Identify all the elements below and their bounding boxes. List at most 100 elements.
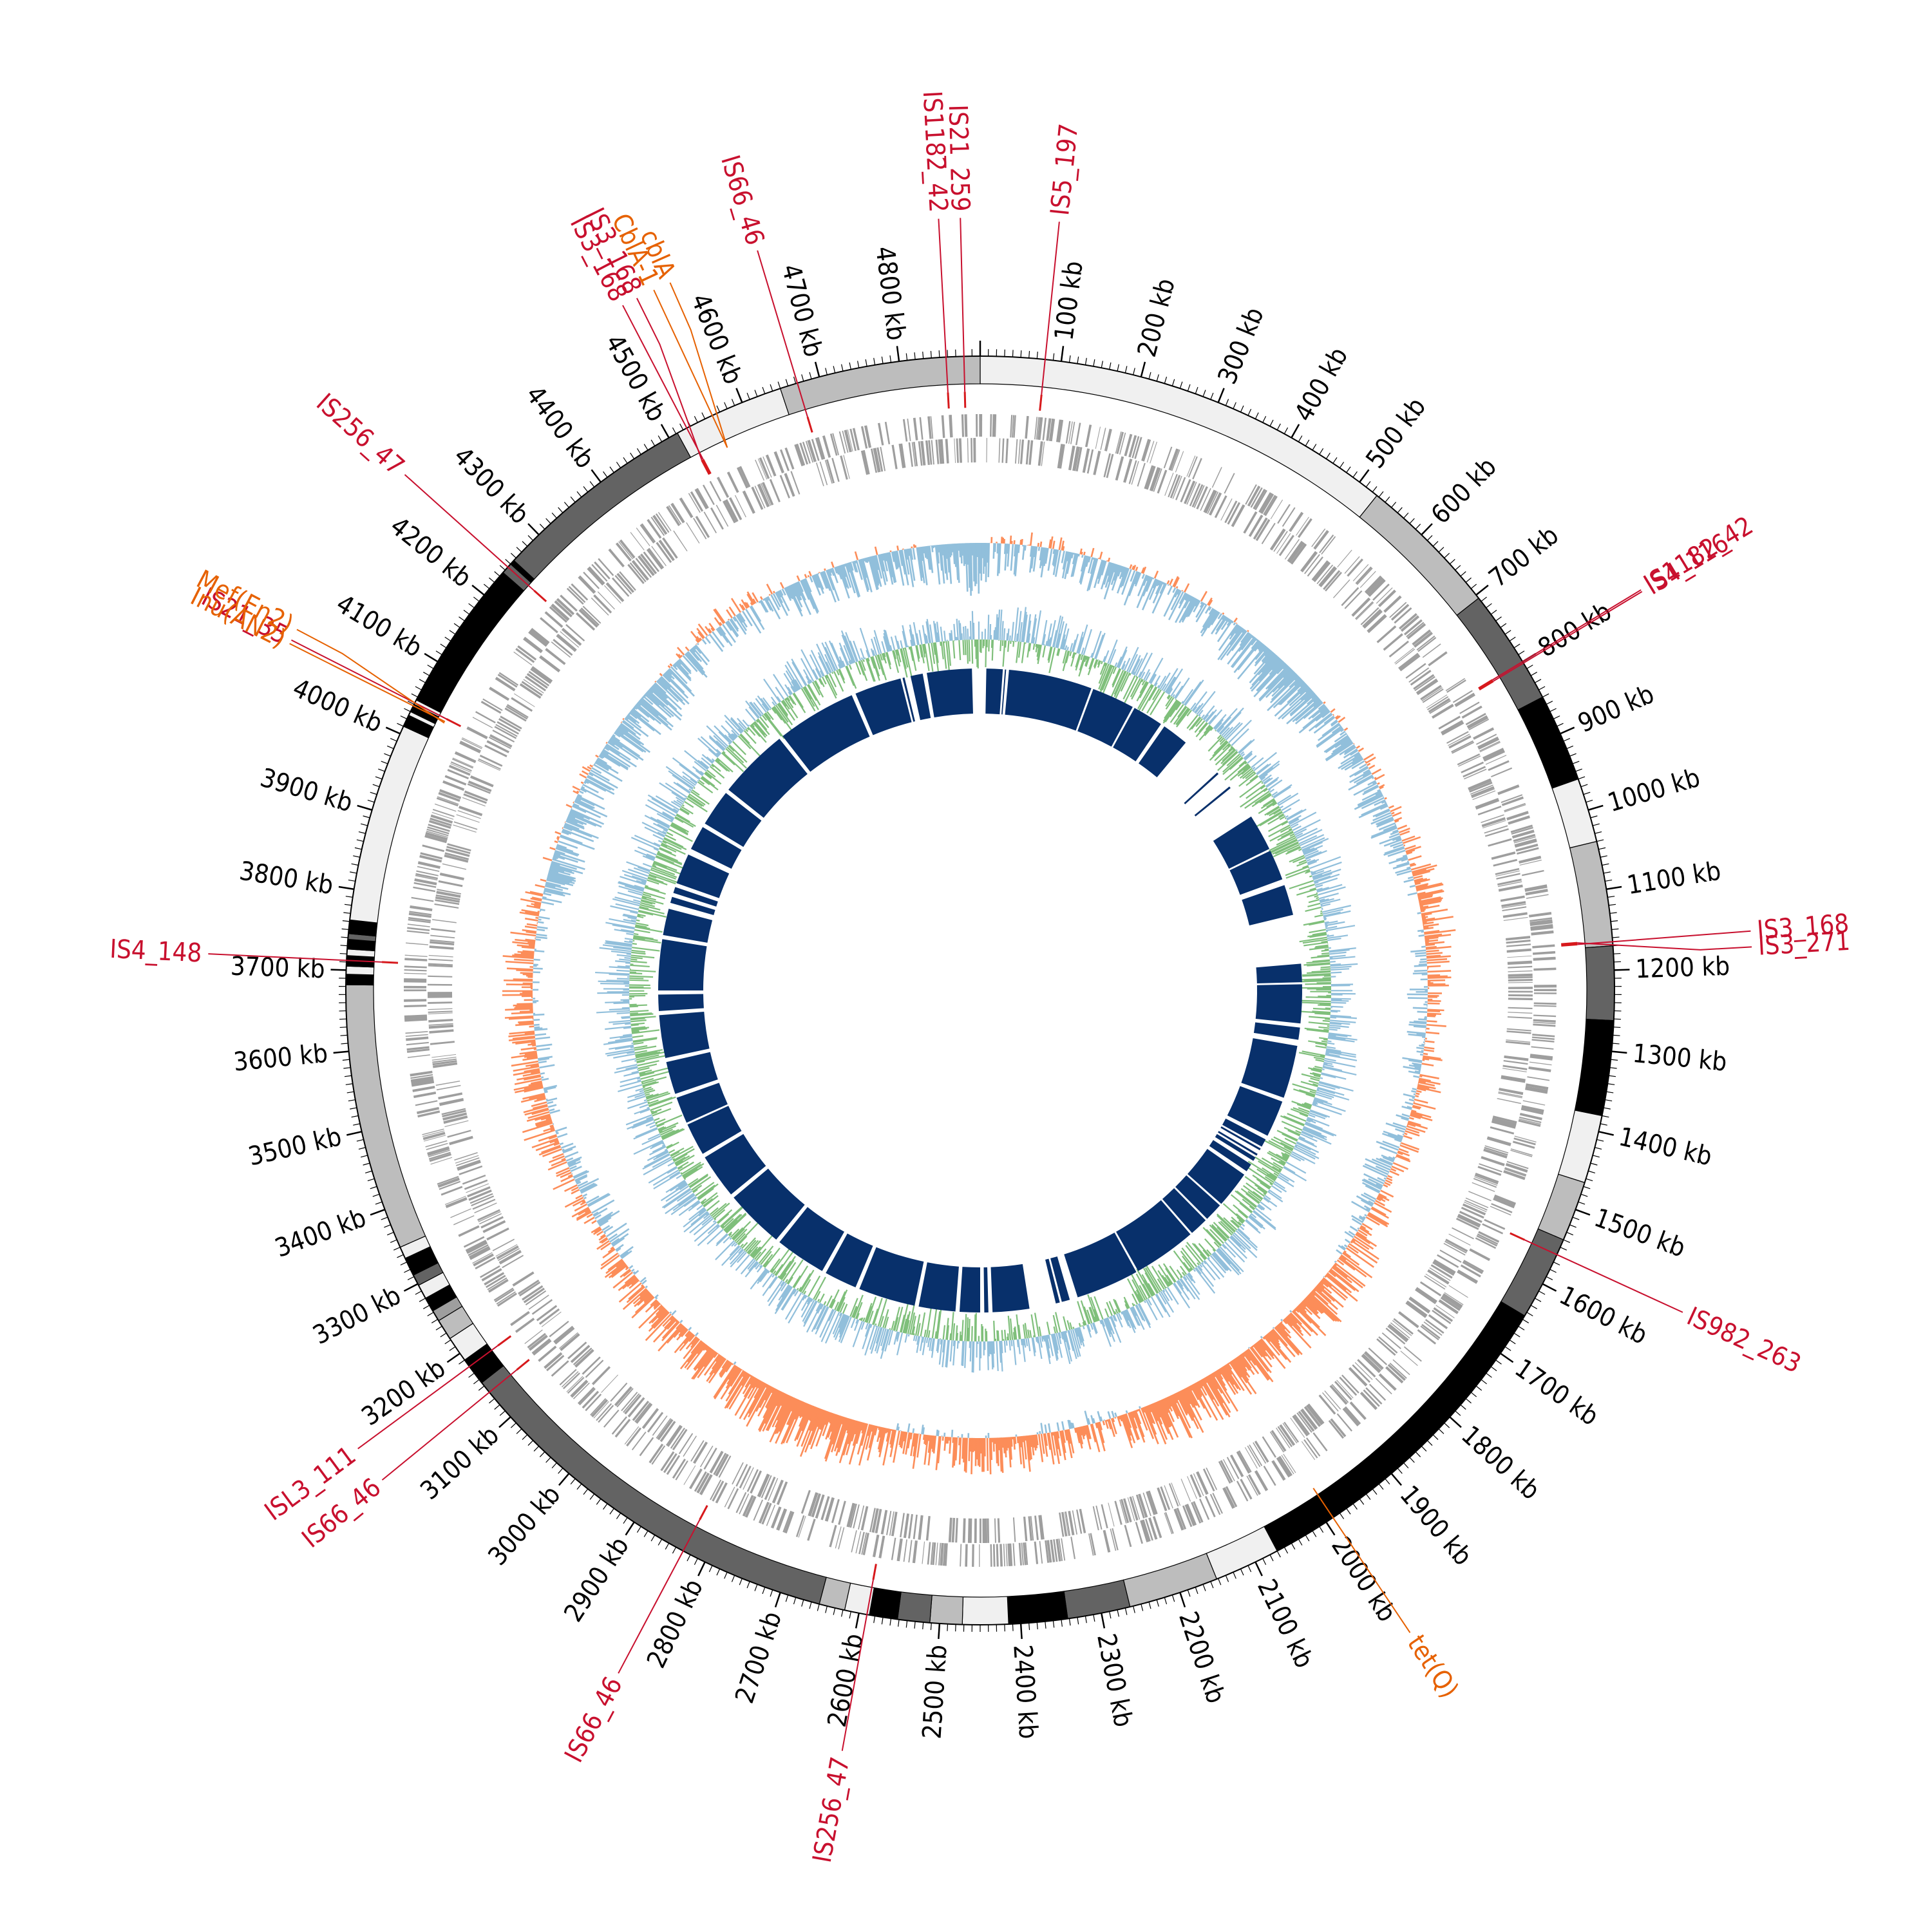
gene-feature (790, 471, 800, 495)
is-marker (497, 1335, 512, 1347)
gc-bar (1224, 761, 1247, 781)
gene-feature (1301, 1441, 1316, 1461)
skew-bar (1320, 1280, 1329, 1288)
skew-bar (516, 1074, 541, 1081)
gene-feature (410, 1070, 433, 1077)
skew-bar (577, 793, 582, 798)
skew-bar (986, 543, 989, 563)
skew-bar (900, 549, 906, 575)
gene-track (404, 414, 1557, 1567)
skew-bar (527, 942, 536, 944)
gene-feature (1357, 1359, 1376, 1378)
skew-bar (1358, 793, 1383, 808)
gene-feature (1376, 587, 1393, 604)
skew-bar (808, 1406, 816, 1421)
minor-tick (716, 405, 721, 413)
skew-bar (1340, 730, 1346, 736)
gene-feature (1473, 727, 1495, 740)
gc-bar (1198, 710, 1204, 716)
skew-bar (1130, 1412, 1138, 1429)
skew-bar (1217, 1369, 1222, 1376)
gene-feature (1288, 542, 1305, 564)
gc-bar (1122, 676, 1139, 706)
gene-feature (1348, 1367, 1368, 1387)
gene-feature (831, 457, 840, 482)
gene-feature (1484, 825, 1508, 834)
skew-bar (1414, 878, 1428, 883)
minor-tick (1600, 1123, 1607, 1126)
gene-feature (1502, 1065, 1528, 1070)
gc-bar (1285, 866, 1309, 876)
skew-bar (1426, 949, 1439, 952)
skew-bar (835, 1417, 849, 1456)
minor-tick (650, 439, 656, 446)
gene-feature (1530, 1054, 1553, 1059)
gene-feature (459, 805, 483, 817)
gc-bar (1298, 1052, 1325, 1059)
gc-bar (1017, 611, 1022, 642)
skew-bar (1289, 687, 1311, 706)
skew-bar (594, 761, 609, 772)
gene-feature (1441, 722, 1464, 736)
skew-bar (536, 1121, 553, 1128)
gc-bar (1235, 1230, 1258, 1251)
gene-feature (457, 810, 481, 819)
gene-feature (507, 704, 529, 718)
gene-feature (446, 846, 471, 855)
minor-tick (1460, 1404, 1466, 1410)
gene-feature (450, 1208, 471, 1218)
gc-bar (1249, 1205, 1255, 1211)
gc-bar (1028, 633, 1031, 643)
skew-bar (1343, 746, 1356, 755)
gc-bar (1191, 717, 1202, 730)
gene-feature (404, 958, 428, 961)
skew-bar (1419, 898, 1443, 905)
minor-tick (440, 1332, 447, 1338)
minor-tick (849, 362, 851, 370)
gc-bar (1323, 1059, 1356, 1068)
gc-bar (1270, 838, 1298, 853)
minor-tick (841, 364, 844, 372)
gene-feature (913, 417, 918, 440)
skew-bar (1340, 1254, 1373, 1278)
skew-bar (643, 1293, 652, 1302)
gene-feature (1403, 1346, 1422, 1362)
skew-bar (957, 543, 960, 551)
gc-bar (1222, 743, 1230, 751)
gene-feature (1503, 916, 1528, 921)
gene-feature (1207, 491, 1219, 515)
skew-bar (1239, 1354, 1255, 1376)
gene-feature (1383, 595, 1402, 613)
gc-bar (1001, 621, 1004, 641)
gc-bar (1104, 662, 1107, 667)
skew-bar (1040, 547, 1046, 578)
minor-tick (701, 412, 706, 419)
skew-bar (1204, 1377, 1228, 1416)
gene-feature (744, 490, 755, 513)
gc-bar (1240, 1188, 1260, 1204)
skew-bar (1233, 622, 1236, 626)
skew-bar (1343, 1250, 1347, 1253)
minor-tick (1560, 1247, 1567, 1251)
skew-bar (1052, 549, 1059, 575)
minor-tick (1117, 1609, 1119, 1617)
gene-feature (930, 1542, 934, 1565)
skew-bar (734, 1378, 758, 1416)
skew-bar (750, 605, 762, 622)
skew-bar (747, 1379, 760, 1399)
gene-feature (880, 1510, 886, 1535)
gene-feature (1488, 760, 1510, 772)
skew-bar (1249, 653, 1276, 684)
skew-bar (1035, 1434, 1039, 1446)
skew-bar (1296, 1306, 1327, 1336)
skew-bar (551, 1159, 567, 1167)
skew-bar (1363, 1192, 1377, 1200)
gc-bar (1014, 607, 1019, 641)
gc-bar (1282, 808, 1292, 814)
skew-bar (1251, 636, 1255, 639)
gc-bar (1176, 708, 1190, 726)
gc-bar (1222, 1203, 1245, 1223)
skew-bar (1157, 580, 1162, 586)
major-tick (1542, 1283, 1557, 1292)
skew-bar (526, 1056, 538, 1059)
